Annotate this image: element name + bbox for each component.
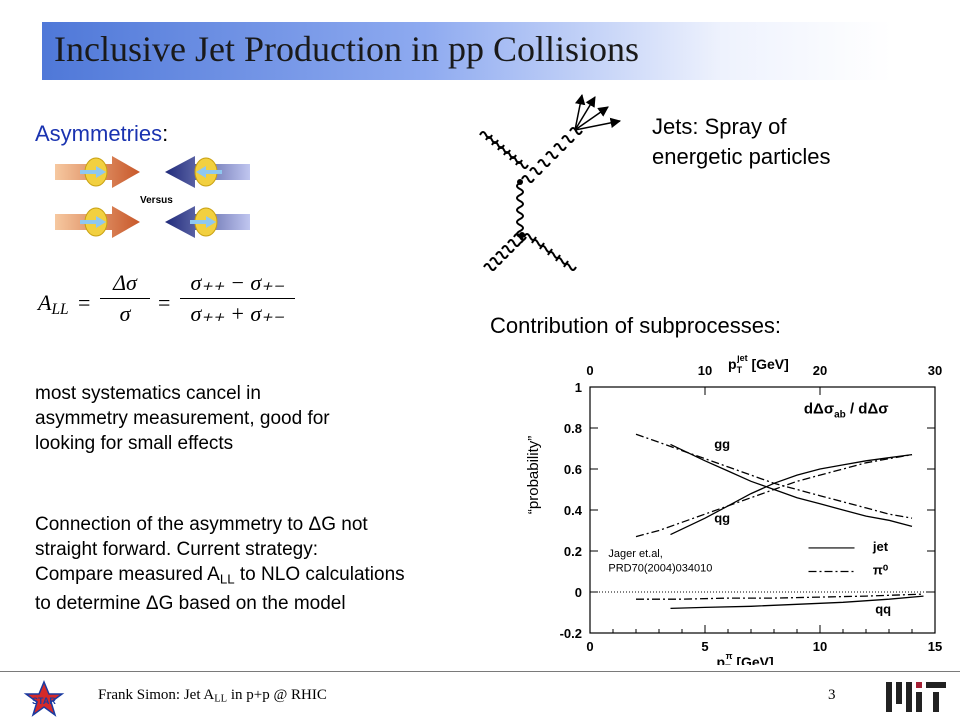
series-line-qq-0	[636, 593, 924, 600]
subprocess-chart: pTjet [GeV] pTπ [GeV] dΔσab / dΔσ “proba…	[525, 355, 942, 665]
top-tick-label: 20	[813, 363, 827, 378]
footer-text-sub: LL	[214, 693, 228, 705]
asymmetries-word: Asymmetries	[35, 121, 163, 146]
bottom-axis-label: pTπ [GeV]	[717, 651, 774, 665]
x-tick-label: 5	[701, 639, 708, 654]
series-line-qg-0	[635, 453, 913, 538]
contribution-label: Contribution of subprocesses:	[490, 313, 782, 338]
formula-lhs-sub: LL	[51, 300, 69, 318]
strategy-line-1b: G not	[321, 514, 368, 535]
series-line-qq-jet	[670, 595, 924, 610]
formula-den2: σ₊₊ + σ₊₋	[190, 301, 285, 326]
formula-den1: σ	[119, 301, 131, 326]
top-tick-label: 10	[698, 363, 712, 378]
jets-label: Jets: Spray of energetic particles	[652, 112, 831, 172]
footer-divider	[0, 671, 960, 672]
mit-logo	[886, 682, 946, 712]
annotation-line-1: Jager et.al,	[608, 548, 662, 560]
star-logo: STAR	[23, 680, 65, 717]
curve-label-gg: gg	[714, 437, 730, 452]
helicity-illustration: Versus	[55, 156, 250, 238]
y-tick-label: 0.4	[564, 503, 583, 518]
delta-symbol-2: Δ	[145, 593, 159, 615]
x-tick-label: 10	[813, 639, 827, 654]
y-tick-label: -0.2	[560, 626, 582, 641]
formula-num2: σ₊₊ − σ₊₋	[190, 270, 285, 295]
curve-label-qq: qq	[875, 602, 891, 617]
systematics-line-2: asymmetry measurement, good for	[35, 408, 330, 429]
y-axis-label: “probability”	[525, 436, 542, 514]
slide-title: Inclusive Jet Production in pp Collision…	[54, 29, 639, 69]
versus-label: Versus	[140, 195, 173, 206]
formula-num1: Δσ	[113, 270, 137, 295]
right-label: dΔσab / dΔσ	[804, 401, 889, 421]
strategy-line-1a: Connection of the asymmetry to	[35, 514, 309, 535]
strategy-line-3-sub: LL	[219, 571, 235, 587]
footer-text: Frank Simon: Jet ALL in p+p @ RHIC	[98, 687, 327, 705]
strategy-line-2: straight forward. Current strategy:	[35, 539, 318, 560]
gluon-lower-left	[483, 233, 527, 271]
asymmetries-colon: :	[162, 121, 169, 146]
vertex-bottom	[519, 232, 525, 238]
systematics-line-3: looking for small effects	[35, 433, 234, 454]
title-bar	[42, 22, 892, 80]
x-tick-label: 0	[586, 639, 593, 654]
page-number: 3	[828, 687, 836, 703]
feynman-diagram	[479, 93, 622, 271]
top-axis-label: pTjet [GeV]	[728, 355, 789, 375]
legend-pi0-label: π⁰	[873, 563, 889, 578]
legend-jet-label: jet	[872, 539, 889, 554]
y-tick-label: 0.2	[564, 544, 582, 559]
systematics-line-1: most systematics cancel in	[35, 383, 261, 404]
top-tick-label: 0	[586, 363, 593, 378]
y-tick-label: 0.6	[564, 462, 582, 477]
annotation-line-2: PRD70(2004)034010	[608, 563, 712, 575]
jets-label-line-2: energetic particles	[652, 144, 831, 169]
jet-arrows	[574, 93, 622, 131]
gluon-vertical	[516, 182, 524, 244]
star-logo-text: STAR	[32, 696, 56, 706]
footer-text-post: in p+p @ RHIC	[227, 687, 327, 703]
strategy-line-3b: to NLO calculations	[234, 564, 405, 585]
bottom-collision-arrows	[55, 206, 250, 238]
jets-label-line-1: Jets: Spray of	[652, 114, 787, 139]
curve-label-qg: qg	[714, 510, 730, 525]
vertex-top	[517, 179, 523, 185]
series-line-qg-jet	[670, 453, 913, 536]
y-tick-label: 0	[575, 585, 582, 600]
series-line-gg-0	[635, 433, 913, 519]
gluon-upper-right	[521, 127, 583, 183]
strategy-line-3a: Compare measured A	[35, 564, 220, 585]
asymmetry-formula: ALL = Δσ σ = σ₊₊ − σ₊₋ σ₊₊ + σ₊₋	[38, 268, 298, 340]
gluon-lower-right	[523, 233, 577, 271]
top-collision-arrows	[55, 156, 250, 188]
strategy-text: Connection of the asymmetry to ΔG not st…	[35, 512, 405, 616]
formula-lhs: A	[38, 290, 52, 315]
x-tick-label: 15	[928, 639, 942, 654]
top-tick-label: 30	[928, 363, 942, 378]
series-line-gg-jet	[670, 443, 913, 528]
systematics-text: most systematics cancel in asymmetry mea…	[35, 381, 330, 456]
strategy-line-4b: G based on the model	[158, 593, 346, 615]
gluon-upper-left	[479, 131, 529, 169]
y-tick-label: 1	[575, 380, 582, 395]
y-tick-label: 0.8	[564, 421, 582, 436]
delta-symbol: Δ	[308, 514, 322, 535]
asymmetries-label: Asymmetries:	[35, 121, 168, 147]
footer-text-pre: Frank Simon: Jet A	[98, 687, 215, 703]
strategy-line-4a: to determine	[35, 593, 146, 615]
